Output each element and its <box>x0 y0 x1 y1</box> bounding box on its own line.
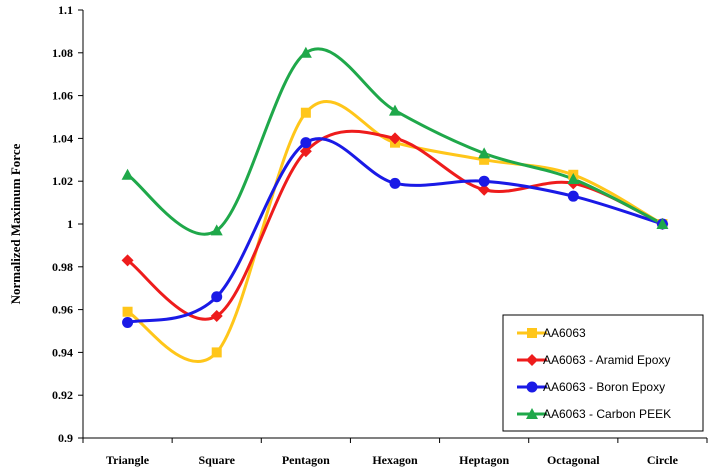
y-tick-label: 1 <box>67 217 73 231</box>
series-1-point <box>479 154 490 165</box>
y-tick-label: 1.02 <box>52 174 73 188</box>
legend-entry-label: AA6063 - Carbon PEEK <box>543 407 671 421</box>
series-2-point <box>389 132 401 145</box>
series-4-point <box>656 218 669 229</box>
series-1-point <box>300 107 311 118</box>
series-4-point <box>210 224 223 236</box>
y-tick-label: 1.04 <box>52 131 73 145</box>
y-tick-label: 0.9 <box>58 431 73 445</box>
series-3-point <box>122 316 134 328</box>
series-line-2 <box>126 129 664 321</box>
x-tick-label: Triangle <box>106 453 150 467</box>
series-4-point <box>478 147 491 159</box>
series-3-point <box>300 137 312 149</box>
y-tick-label: 0.94 <box>52 345 73 359</box>
series-2-point <box>299 145 312 158</box>
series-1-point <box>122 306 133 317</box>
x-tick-label: Hexagon <box>372 453 418 467</box>
series-3-point <box>567 190 579 202</box>
series-1-point <box>211 347 222 358</box>
x-tick-label: Square <box>198 453 235 467</box>
x-tick-label: Circle <box>647 453 679 467</box>
legend-swatch-marker <box>526 381 538 393</box>
y-tick-label: 0.96 <box>52 303 73 317</box>
x-tick-label: Pentagon <box>282 453 330 467</box>
y-tick-label: 0.92 <box>52 388 73 402</box>
y-axis-title: Normalized Maximum Force <box>8 143 23 304</box>
x-tick-label: Octagonal <box>547 453 600 467</box>
legend-swatch-marker <box>526 408 538 419</box>
y-tick-label: 0.98 <box>52 260 73 274</box>
legend-swatch-marker <box>526 354 538 366</box>
legend-entry-label: AA6063 - Aramid Epoxy <box>543 353 670 367</box>
series-2-point <box>210 310 223 323</box>
series-3-point <box>389 177 401 189</box>
series-4-point <box>389 104 401 116</box>
series-2-point <box>478 183 491 196</box>
y-tick-label: 1.08 <box>52 46 73 60</box>
series-line-3 <box>126 137 664 324</box>
series-3-point <box>211 291 223 303</box>
legend-entry-label: AA6063 - Boron Epoxy <box>543 380 665 394</box>
x-tick-label: Heptagon <box>459 453 509 467</box>
legend-entry-label: AA6063 <box>543 326 586 340</box>
legend-swatch-marker <box>527 328 537 338</box>
y-tick-label: 1.06 <box>52 89 73 103</box>
series-2-point <box>121 254 134 267</box>
series-4-point <box>121 168 134 180</box>
y-tick-label: 1.1 <box>58 3 73 17</box>
series-3-point <box>478 175 490 187</box>
series-4-point <box>567 173 580 185</box>
series-4-point <box>299 46 312 58</box>
